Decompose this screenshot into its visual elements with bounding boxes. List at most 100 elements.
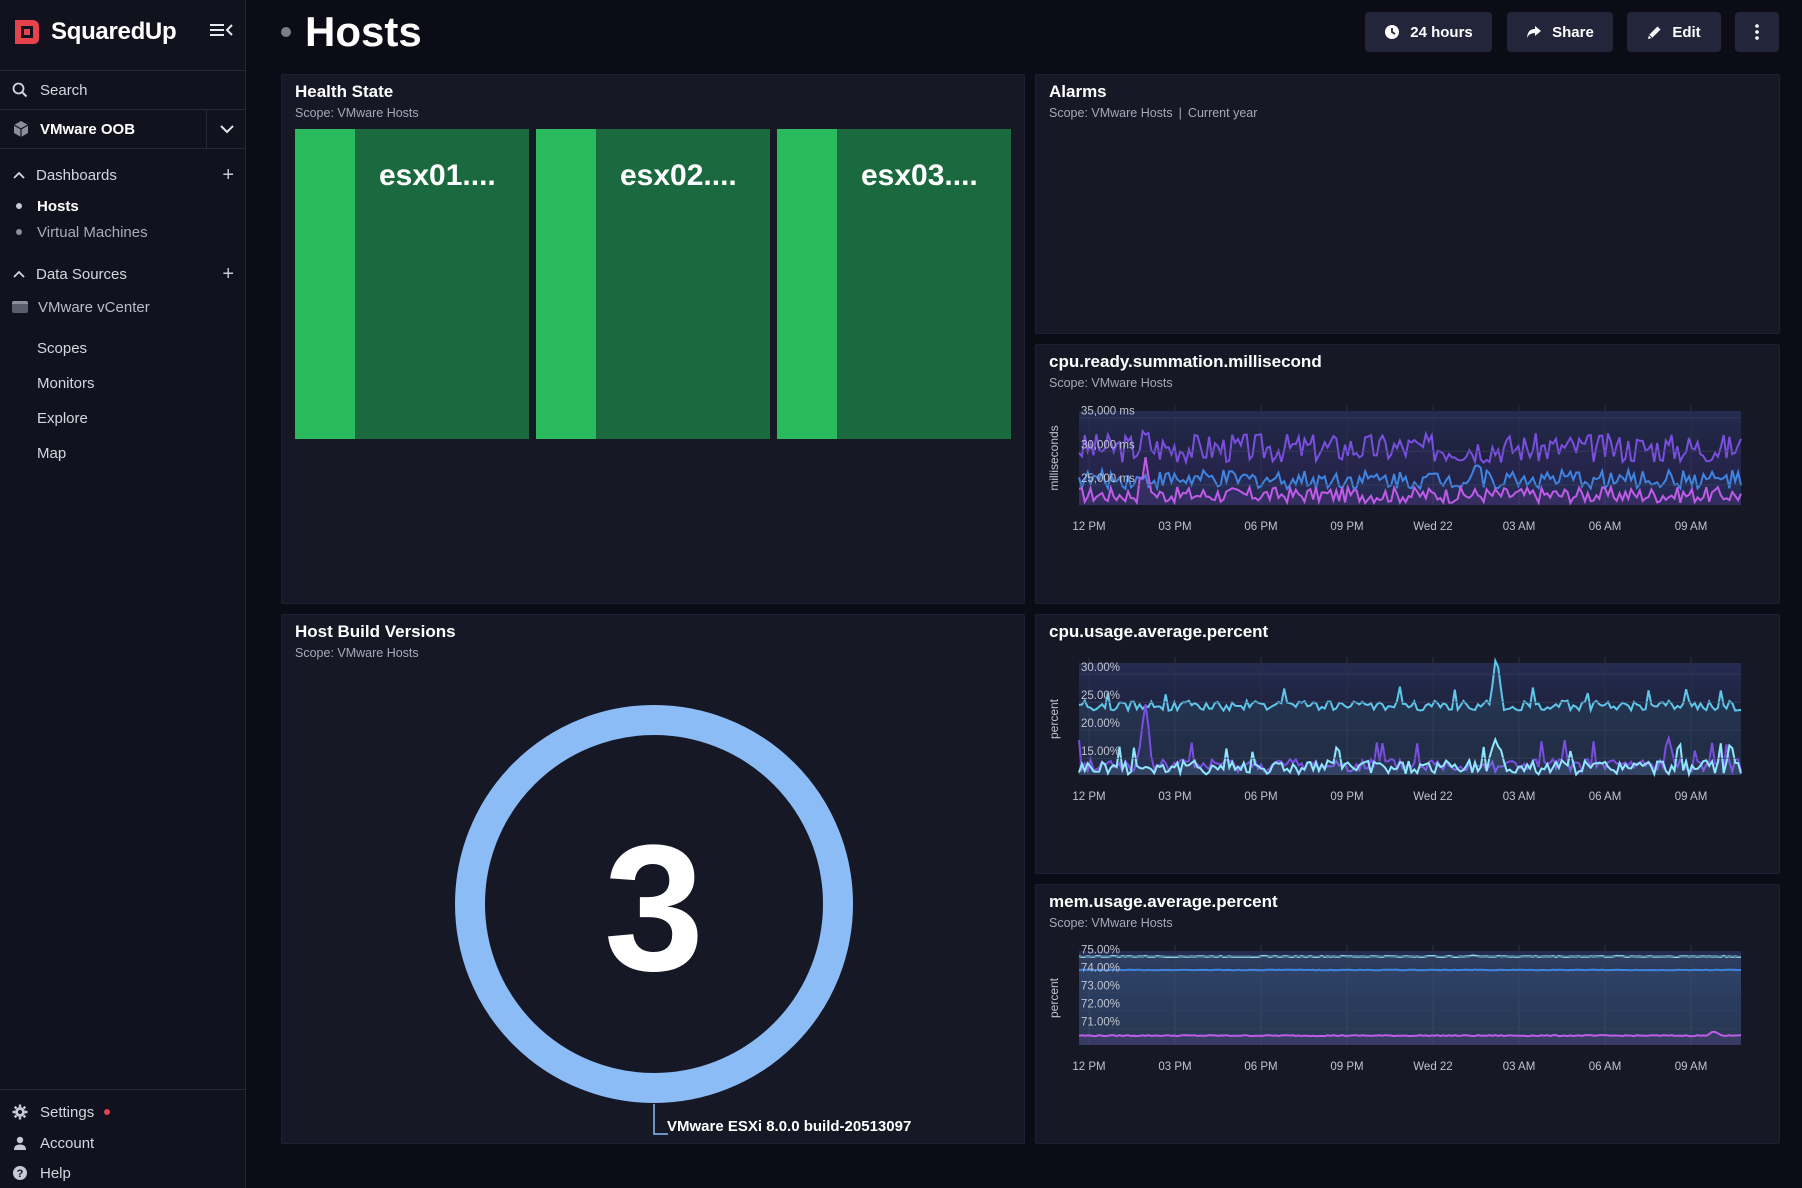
- health-state-tile[interactable]: Health State Scope: VMware Hosts esx01..…: [281, 74, 1025, 604]
- x-tick-label: 03 PM: [1158, 791, 1191, 803]
- tile-title: cpu.ready.summation.millisecond: [1049, 352, 1322, 371]
- dashboards-section-toggle[interactable]: Dashboards +: [12, 164, 234, 186]
- page-status-dot: [281, 27, 291, 37]
- timeframe-label: 24 hours: [1410, 23, 1473, 41]
- series-line[interactable]: [1078, 464, 1742, 492]
- add-dashboard-button[interactable]: +: [222, 164, 234, 186]
- series-area: [1079, 969, 1741, 1045]
- chevron-up-icon: [13, 171, 25, 179]
- separator: |: [1178, 106, 1182, 120]
- x-tick-label: 03 AM: [1503, 521, 1536, 533]
- search-button[interactable]: Search: [12, 78, 88, 102]
- page-title: Hosts: [305, 8, 422, 55]
- x-tick-label: Wed 22: [1413, 1061, 1452, 1073]
- sidebar-item-virtual-machines[interactable]: Virtual Machines: [16, 221, 148, 243]
- x-tick-label: 09 AM: [1675, 791, 1708, 803]
- y-tick-label: 30.00%: [1081, 662, 1120, 674]
- series-line[interactable]: [1078, 428, 1742, 466]
- x-tick-label: 03 AM: [1503, 791, 1536, 803]
- x-tick-label: 12 PM: [1072, 521, 1105, 533]
- series-line[interactable]: [1078, 457, 1742, 506]
- x-tick-label: 09 AM: [1675, 521, 1708, 533]
- sidebar-item-map[interactable]: Map: [37, 445, 67, 462]
- sidebar-item-label: Help: [40, 1164, 71, 1182]
- y-axis-label: percent: [1047, 977, 1061, 1018]
- host-health-block[interactable]: esx03....: [777, 129, 1011, 439]
- tile-scope: Scope: VMware Hosts: [1049, 916, 1173, 930]
- mem-usage-line-chart[interactable]: 12 PM 03 PM 06 PM 09 PM Wed 22 03 AM 06 AM 09 A…: [1036, 885, 1781, 1145]
- sidebar-item-monitors[interactable]: Monitors: [37, 375, 95, 392]
- more-options-button[interactable]: [1735, 12, 1779, 52]
- workspace-selector[interactable]: VMware OOB: [0, 110, 246, 148]
- host-health-block[interactable]: esx01....: [295, 129, 529, 439]
- sidebar-item-label: Hosts: [37, 197, 79, 215]
- sidebar-item-scopes[interactable]: Scopes: [37, 340, 88, 357]
- series-area: [1079, 660, 1741, 775]
- timeframe-button[interactable]: 24 hours: [1365, 12, 1492, 52]
- clock-icon: [1385, 25, 1400, 39]
- build-versions-donut-chart[interactable]: 3 VMware ESXi 8.0.0 build-20513097: [282, 615, 1026, 1145]
- scope-label: Scope: VMware Hosts: [1049, 106, 1173, 120]
- edit-button[interactable]: Edit: [1627, 12, 1721, 52]
- sidebar-item-settings[interactable]: Settings: [12, 1101, 111, 1123]
- host-build-versions-tile[interactable]: Host Build Versions Scope: VMware Hosts …: [281, 614, 1025, 1144]
- y-tick-label: 30,000 ms: [1081, 439, 1135, 451]
- health-status-stripe: [295, 129, 355, 439]
- tile-scope: Scope: VMware Hosts: [295, 106, 419, 120]
- workspace-name: VMware OOB: [40, 120, 136, 138]
- alarms-tile[interactable]: Alarms Scope: VMware Hosts | Current year: [1035, 74, 1780, 334]
- x-tick-label: 12 PM: [1072, 1061, 1105, 1073]
- add-data-source-button[interactable]: +: [222, 263, 234, 285]
- sidebar-item-explore[interactable]: Explore: [37, 410, 88, 427]
- tile-title: mem.usage.average.percent: [1049, 892, 1278, 911]
- x-tick-label: 06 AM: [1589, 521, 1622, 533]
- data-sources-section-toggle[interactable]: Data Sources +: [12, 263, 234, 285]
- data-sources-label: Data Sources: [36, 265, 127, 283]
- sidebar-item-vmware-vcenter[interactable]: VMware vCenter: [12, 296, 150, 318]
- y-tick-label: 35,000 ms: [1081, 406, 1135, 418]
- help-icon: ?: [13, 1166, 27, 1180]
- menu-collapse-icon: [210, 24, 233, 36]
- divider: [0, 109, 246, 110]
- workspace-dropdown-button[interactable]: [206, 110, 246, 148]
- x-tick-label: 09 AM: [1675, 1061, 1708, 1073]
- cpu-ready-line-chart[interactable]: 12 PM 03 PM 06 PM 09 PM Wed 22 03 AM 06 AM 09 A…: [1036, 345, 1781, 605]
- share-button[interactable]: Share: [1507, 12, 1613, 52]
- y-tick-label: 25.00%: [1081, 690, 1120, 702]
- mem-usage-tile[interactable]: mem.usage.average.percent Scope: VMware …: [1035, 884, 1780, 1144]
- divider: [0, 1089, 246, 1090]
- x-tick-label: 06 PM: [1244, 1061, 1277, 1073]
- sidebar-item-help[interactable]: ? Help: [12, 1162, 71, 1184]
- series-line[interactable]: [1078, 1030, 1742, 1038]
- logo[interactable]: SquaredUp: [12, 14, 240, 50]
- sidebar-item-hosts[interactable]: Hosts: [16, 195, 79, 217]
- x-tick-label: 09 PM: [1330, 791, 1363, 803]
- series-line[interactable]: [1078, 968, 1742, 972]
- collapse-sidebar-button[interactable]: [206, 20, 236, 44]
- pencil-icon: [1648, 26, 1661, 39]
- series-line[interactable]: [1078, 736, 1742, 778]
- chevron-up-icon: [13, 270, 25, 278]
- app-name: SquaredUp: [51, 18, 177, 45]
- chevron-down-icon: [219, 125, 234, 134]
- sidebar-item-label: Account: [40, 1134, 95, 1152]
- edit-label: Edit: [1672, 23, 1701, 41]
- cpu-usage-line-chart[interactable]: 12 PM 03 PM 06 PM 09 PM Wed 22 03 AM 06 AM 09 A…: [1036, 615, 1781, 875]
- y-tick-label: 73.00%: [1081, 981, 1120, 993]
- host-health-block[interactable]: esx02....: [536, 129, 770, 439]
- search-label: Search: [40, 81, 88, 99]
- donut-total: 3: [604, 808, 704, 1009]
- sidebar-item-account[interactable]: Account: [12, 1132, 94, 1154]
- y-axis-label: milliseconds: [1047, 425, 1061, 490]
- y-tick-label: 72.00%: [1081, 999, 1120, 1011]
- bullet: [16, 203, 22, 209]
- donut-segment[interactable]: [455, 705, 853, 1103]
- tile-title: Alarms: [1049, 82, 1107, 101]
- cpu-usage-tile[interactable]: cpu.usage.average.percent 12 PM 03 PM 06 P…: [1035, 614, 1780, 874]
- series-line[interactable]: [1078, 657, 1742, 714]
- search-icon: [12, 82, 28, 98]
- x-tick-label: 06 AM: [1589, 791, 1622, 803]
- cpu-ready-tile[interactable]: cpu.ready.summation.millisecond Scope: V…: [1035, 344, 1780, 604]
- x-tick-label: 09 PM: [1330, 521, 1363, 533]
- vmware-icon: [12, 301, 28, 313]
